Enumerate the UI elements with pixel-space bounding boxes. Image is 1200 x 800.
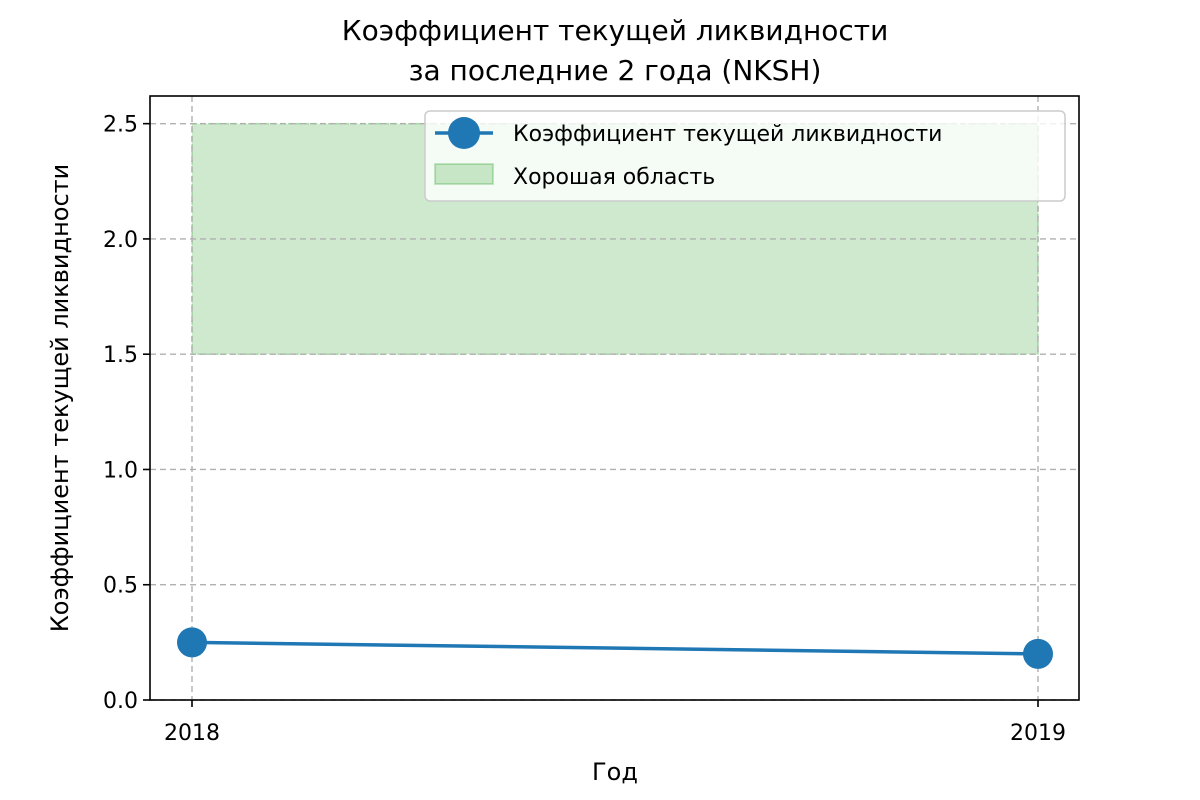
y-tick-label-1: 0.5 (103, 574, 138, 599)
data-points (177, 627, 1053, 669)
legend-label-series: Коэффициент текущей ликвидности (513, 122, 942, 147)
legend-label-band: Хорошая область (513, 165, 715, 190)
x-axis-label: Год (592, 758, 638, 786)
legend-band-swatch (434, 163, 494, 185)
y-axis-label: Коэффициент текущей ликвидности (46, 164, 74, 633)
series-line-current-ratio (191, 640, 1039, 656)
x-axis-ticks: 2018 2019 (164, 700, 1066, 746)
legend-marker-swatch (448, 117, 480, 149)
y-tick-label-0: 0.0 (103, 689, 138, 714)
y-tick-label-5: 2.5 (103, 113, 138, 138)
plot-frame (149, 95, 1080, 701)
chart-title-line-2: за последние 2 года (NKSH) (409, 54, 822, 87)
legend: Коэффициент текущей ликвидности Хорошая … (424, 110, 1066, 202)
data-point-2018 (177, 627, 207, 658)
y-tick-label-2: 1.0 (103, 458, 138, 483)
data-point-2019 (1023, 638, 1053, 669)
legend-box (424, 110, 1066, 202)
y-tick-label-3: 1.5 (103, 343, 138, 368)
y-axis-ticks: 0.0 0.5 1.0 1.5 2.0 2.5 (103, 113, 150, 714)
y-tick-label-4: 2.0 (103, 228, 138, 253)
x-tick-label-0: 2018 (164, 721, 220, 746)
chart-title-line-1: Коэффициент текущей ликвидности (342, 14, 889, 47)
x-tick-label-1: 2019 (1010, 721, 1066, 746)
